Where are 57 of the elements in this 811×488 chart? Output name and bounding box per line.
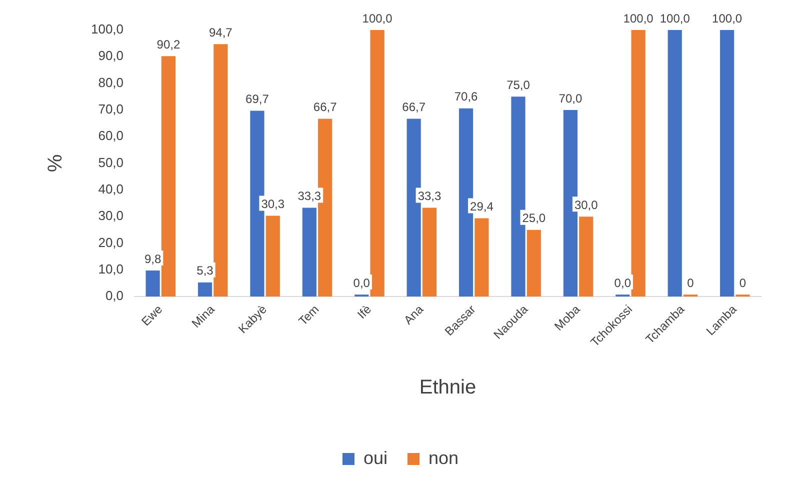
bar	[370, 30, 384, 297]
y-tick-label: 80,0	[98, 74, 124, 90]
x-tick-label: Tem	[296, 302, 322, 328]
data-label: 5,3	[196, 264, 214, 278]
data-label: 33,3	[298, 189, 322, 204]
y-tick-label: 50,0	[98, 154, 124, 170]
legend-label: non	[428, 448, 459, 468]
bar	[631, 30, 646, 297]
bar	[720, 30, 734, 297]
y-tick-label: 40,0	[98, 182, 124, 197]
data-label: 100,0	[712, 11, 742, 26]
y-tick-label: 0,0	[105, 288, 124, 304]
data-label: 66,7	[402, 100, 426, 114]
data-label: 0	[687, 276, 694, 290]
y-tick-label: 60,0	[98, 128, 124, 144]
y-tick-label: 100,0	[90, 22, 124, 37]
data-label: 69,7	[246, 92, 270, 106]
y-tick-label: 10,0	[98, 261, 124, 276]
data-label: 30,0	[574, 198, 598, 212]
bar	[161, 56, 176, 297]
bar	[302, 208, 316, 297]
bar	[422, 208, 437, 297]
legend-label: oui	[363, 448, 388, 468]
data-label: 70,0	[558, 91, 582, 106]
data-label: 100,0	[660, 11, 690, 26]
x-tick-label: Ana	[401, 302, 426, 328]
data-label: 94,7	[208, 25, 233, 40]
y-tick-label: 90,0	[98, 48, 124, 64]
bar	[214, 44, 228, 297]
data-label: 0,0	[614, 276, 632, 290]
bar	[266, 216, 280, 297]
y-axis-title: %	[44, 154, 67, 172]
data-label: 100,0	[623, 11, 654, 26]
data-label: 33,3	[418, 189, 442, 204]
bar	[146, 270, 160, 297]
data-label: 25,0	[522, 211, 546, 226]
bar	[526, 230, 541, 297]
y-tick-label: 30,0	[98, 208, 124, 224]
data-label: 70,6	[454, 90, 478, 104]
data-label: 0,0	[353, 276, 370, 290]
data-label: 29,4	[470, 200, 494, 214]
x-tick-label: Ewe	[138, 302, 166, 329]
bar	[668, 30, 682, 297]
x-axis-title: Ethnie	[419, 376, 476, 399]
bar	[474, 218, 489, 297]
data-label: 9,8	[144, 252, 162, 266]
data-label: 66,7	[313, 100, 338, 114]
bar	[198, 282, 212, 297]
data-label: 90,2	[156, 37, 180, 52]
bar	[579, 216, 594, 297]
y-tick-label: 20,0	[98, 234, 124, 250]
data-label: 30,3	[261, 197, 285, 212]
x-tick-label: Ifè	[354, 302, 374, 322]
data-label: 0	[739, 276, 746, 290]
y-tick-label: 70,0	[98, 102, 124, 117]
data-label: 100,0	[362, 11, 393, 26]
data-label: 75,0	[506, 78, 530, 92]
